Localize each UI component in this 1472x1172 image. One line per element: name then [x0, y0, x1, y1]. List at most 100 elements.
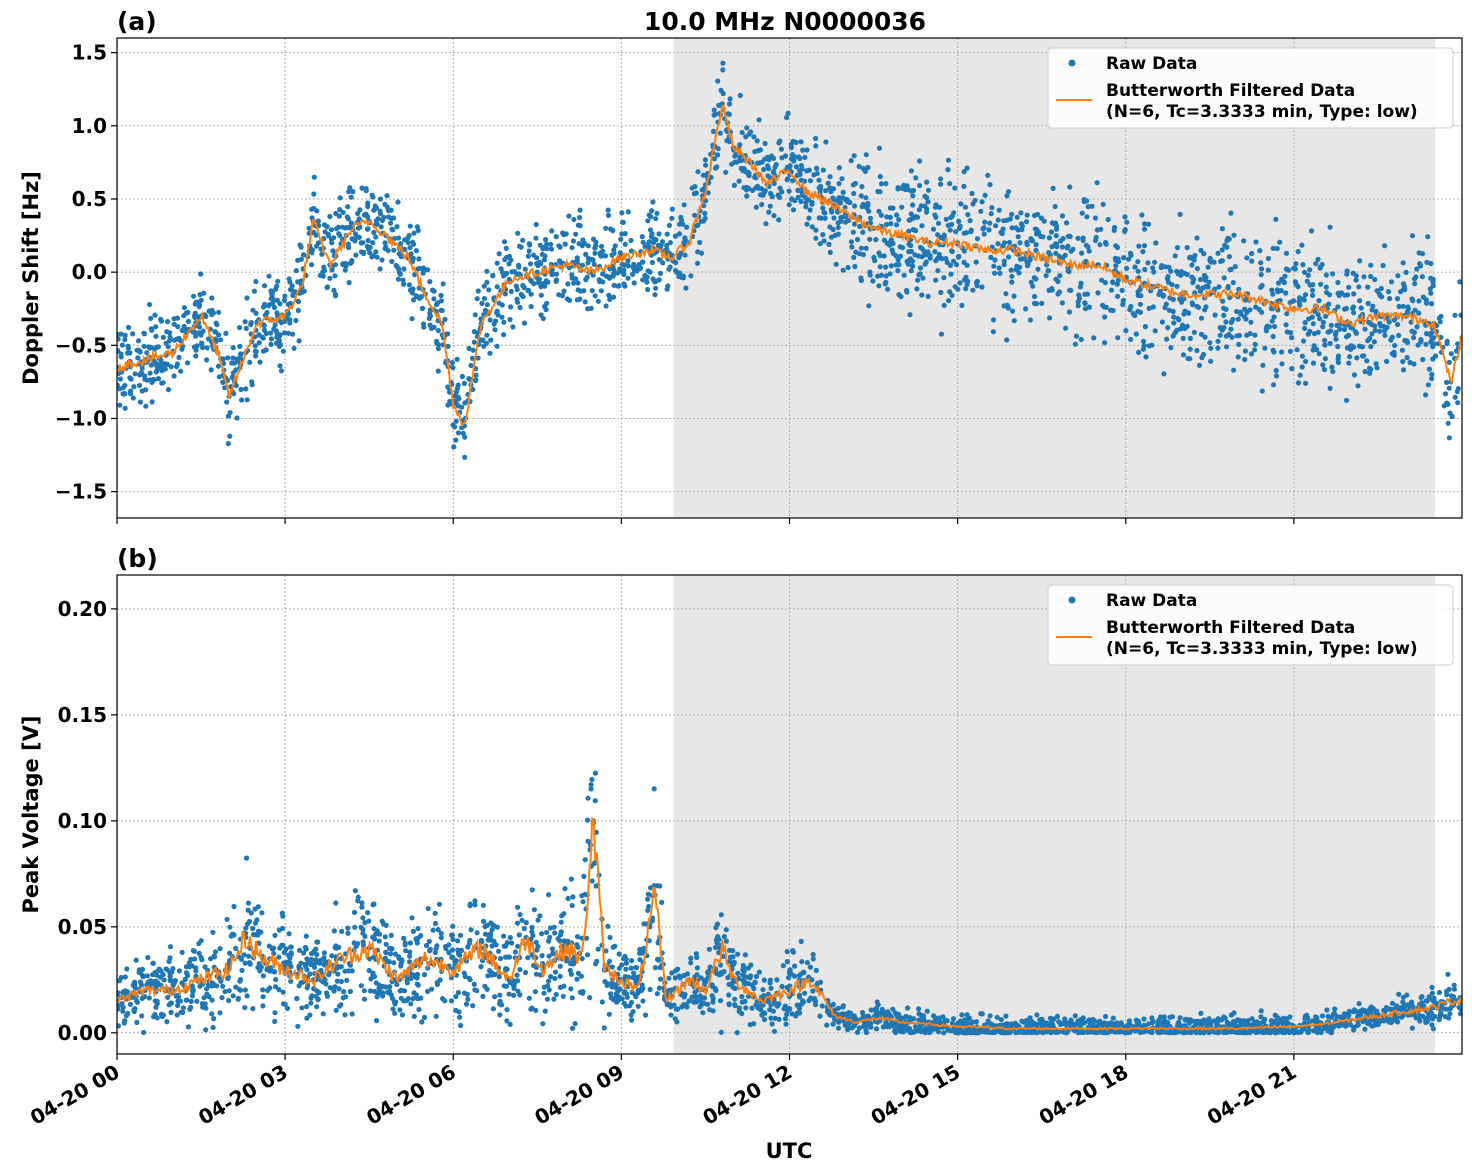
- raw-data-point: [802, 990, 808, 996]
- raw-data-point: [1035, 266, 1041, 272]
- raw-data-point: [1395, 1019, 1401, 1025]
- raw-data-point: [1367, 370, 1373, 376]
- raw-data-point: [734, 159, 740, 165]
- y-tick-label: 0.20: [58, 597, 107, 621]
- raw-data-point: [907, 256, 914, 262]
- raw-data-point: [226, 988, 232, 994]
- raw-data-point: [1355, 383, 1361, 389]
- raw-data-point: [1253, 239, 1259, 245]
- raw-data-point: [1065, 268, 1071, 274]
- raw-data-point: [641, 945, 647, 952]
- raw-data-point: [1097, 1018, 1103, 1024]
- raw-data-point: [810, 951, 816, 958]
- raw-data-point: [631, 267, 637, 273]
- raw-data-point: [1323, 284, 1329, 290]
- raw-data-point: [796, 992, 803, 998]
- raw-data-point: [188, 998, 194, 1005]
- raw-data-point: [1277, 239, 1283, 245]
- raw-data-point: [1171, 320, 1177, 326]
- raw-data-point: [421, 321, 427, 327]
- raw-data-point: [938, 181, 944, 187]
- raw-data-point: [208, 956, 214, 962]
- raw-data-point: [401, 281, 407, 287]
- raw-data-point: [836, 195, 842, 201]
- raw-data-point: [1321, 366, 1328, 373]
- raw-data-point: [995, 217, 1001, 223]
- raw-data-point: [1067, 184, 1073, 190]
- raw-data-point: [122, 382, 128, 389]
- raw-data-point: [535, 917, 541, 923]
- raw-data-point: [501, 319, 507, 325]
- y-tick-label: 1.5: [72, 41, 107, 65]
- raw-data-point: [256, 964, 262, 970]
- raw-data-point: [365, 200, 371, 206]
- raw-data-point: [203, 1027, 209, 1033]
- raw-data-point: [857, 251, 863, 257]
- raw-data-point: [667, 264, 673, 270]
- raw-data-point: [484, 279, 490, 285]
- raw-data-point: [168, 364, 174, 370]
- raw-data-point: [865, 164, 871, 171]
- raw-data-point: [813, 135, 819, 142]
- raw-data-point: [484, 268, 490, 274]
- raw-data-point: [957, 280, 963, 286]
- raw-data-point: [280, 348, 286, 354]
- raw-data-point: [1224, 244, 1230, 250]
- raw-data-point: [1053, 276, 1059, 282]
- raw-data-point: [154, 998, 160, 1005]
- raw-data-point: [117, 348, 121, 354]
- raw-data-point: [418, 933, 424, 939]
- y-tick-label: −1.5: [55, 480, 107, 504]
- raw-data-point: [1215, 345, 1221, 351]
- raw-data-point: [212, 329, 219, 335]
- raw-data-point: [293, 317, 299, 324]
- raw-data-point: [858, 193, 864, 199]
- raw-data-point: [525, 955, 531, 961]
- raw-data-point: [642, 1012, 649, 1018]
- raw-data-point: [589, 776, 595, 783]
- raw-data-point: [1248, 319, 1254, 325]
- raw-data-point: [895, 1013, 901, 1020]
- raw-data-point: [609, 984, 615, 990]
- raw-data-point: [574, 258, 580, 264]
- raw-data-point: [619, 261, 625, 267]
- raw-data-point: [1075, 235, 1081, 241]
- raw-data-point: [640, 239, 646, 245]
- raw-data-point: [301, 950, 307, 956]
- raw-data-point: [1241, 238, 1247, 244]
- raw-data-point: [1190, 280, 1196, 286]
- raw-data-point: [935, 255, 941, 261]
- raw-data-point: [1451, 986, 1457, 992]
- raw-data-point: [1289, 366, 1295, 372]
- raw-data-point: [1404, 355, 1410, 361]
- raw-data-point: [342, 267, 348, 273]
- raw-data-point: [518, 244, 524, 250]
- raw-data-point: [734, 1030, 740, 1036]
- raw-data-point: [253, 348, 259, 355]
- raw-data-point: [1223, 344, 1230, 350]
- raw-data-point: [906, 249, 912, 255]
- raw-data-point: [1231, 232, 1237, 238]
- raw-data-point: [1311, 343, 1317, 349]
- raw-data-point: [520, 237, 526, 243]
- raw-data-point: [214, 983, 220, 989]
- raw-data-point: [1366, 365, 1373, 371]
- raw-data-point: [649, 208, 655, 214]
- raw-data-point: [914, 286, 920, 292]
- raw-data-point: [1259, 388, 1265, 394]
- raw-data-point: [402, 942, 408, 948]
- raw-data-point: [1389, 1000, 1396, 1006]
- raw-data-point: [345, 930, 351, 936]
- raw-data-point: [1368, 1004, 1374, 1010]
- raw-data-point: [992, 257, 998, 263]
- raw-data-point: [1143, 354, 1149, 360]
- raw-data-point: [1430, 283, 1436, 289]
- raw-data-point: [1180, 335, 1186, 341]
- raw-data-point: [931, 1025, 937, 1031]
- raw-data-point: [1455, 400, 1461, 406]
- raw-data-point: [1299, 242, 1305, 248]
- raw-data-point: [407, 949, 413, 955]
- raw-data-point: [964, 262, 970, 268]
- raw-data-point: [612, 943, 618, 949]
- raw-data-point: [487, 968, 493, 974]
